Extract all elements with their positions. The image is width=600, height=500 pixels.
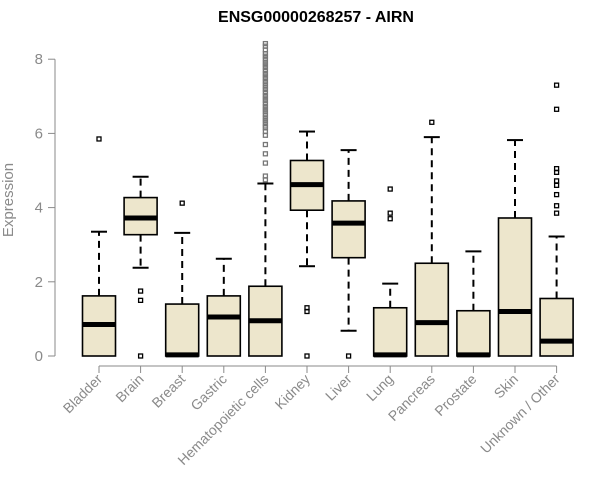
outlier-point [262,70,269,76]
outlier-point [137,288,144,294]
box-kidney [289,130,325,359]
outlier-point [553,178,560,184]
outlier-point [387,210,393,216]
x-tick-label: Bladder [60,371,106,417]
chart-title: ENSG00000268257 - AIRN [218,9,414,26]
outlier-point [262,173,269,179]
outlier-point [345,353,352,359]
y-axis: 0 2 4 6 8 [35,51,56,365]
outlier-point [262,89,269,96]
outlier-point [262,84,269,90]
outlier-point [429,119,435,125]
y-tick-label: 0 [35,348,43,365]
outlier-point [553,165,560,172]
outlier-point [262,78,269,85]
x-tick-label: Prostate [431,371,479,419]
outlier-point [304,308,310,315]
outlier-point [262,160,269,166]
box-gastric [206,257,242,357]
x-tick-label: Unknown / Other [477,371,563,457]
outlier-point [262,56,269,62]
x-tick-label: Lung [363,371,396,404]
outlier-point [262,112,269,118]
outlier-point [304,353,310,359]
outlier-point [553,191,560,198]
box-liver [331,149,366,359]
outlier-point [553,203,560,209]
outlier-point [262,92,269,99]
outlier-point [387,186,393,192]
box-iqr [456,309,491,357]
outlier-point [262,123,269,129]
box-lung [372,186,408,358]
box-iqr [497,217,533,357]
outlier-point [553,182,560,188]
box-bladder [81,136,117,357]
box-iqr [164,303,200,357]
x-tick-label: Liver [322,371,355,404]
box-hematopoietic-cells [248,40,283,357]
outlier-point [553,106,560,112]
y-tick-label: 4 [35,200,43,217]
outlier-point [137,297,144,304]
box-breast [164,200,200,358]
box-series [81,40,574,359]
outlier-point [262,101,269,107]
y-axis-label: Expression [0,163,17,237]
box-iqr [539,297,574,357]
y-tick-label: 6 [35,125,43,142]
box-iqr [372,306,408,357]
outlier-point [137,353,144,359]
outlier-point [262,151,269,157]
outlier-point [262,141,269,148]
box-iqr [414,262,450,357]
x-tick-label: Kidney [272,371,314,413]
box-brain [123,175,158,359]
x-tick-label: Brain [112,371,146,405]
x-tick-label: Breast [148,371,188,411]
y-tick-label: 2 [35,274,43,291]
outlier-point [553,210,560,216]
outlier-point [553,82,560,88]
box-prostate [456,250,491,358]
outlier-point [262,115,269,121]
box-skin [497,139,533,357]
outlier-point [387,216,393,222]
outlier-point [262,59,269,65]
outlier-point [262,40,269,47]
box-pancreas [414,119,450,357]
box-unknown-other [539,82,574,357]
outlier-point [96,136,102,142]
box-iqr [331,200,366,259]
outlier-point [262,104,269,110]
outlier-point [179,200,185,206]
y-tick-label: 8 [35,51,43,68]
outlier-point [262,67,269,73]
box-iqr [206,295,242,357]
x-tick-label: Skin [491,371,522,402]
